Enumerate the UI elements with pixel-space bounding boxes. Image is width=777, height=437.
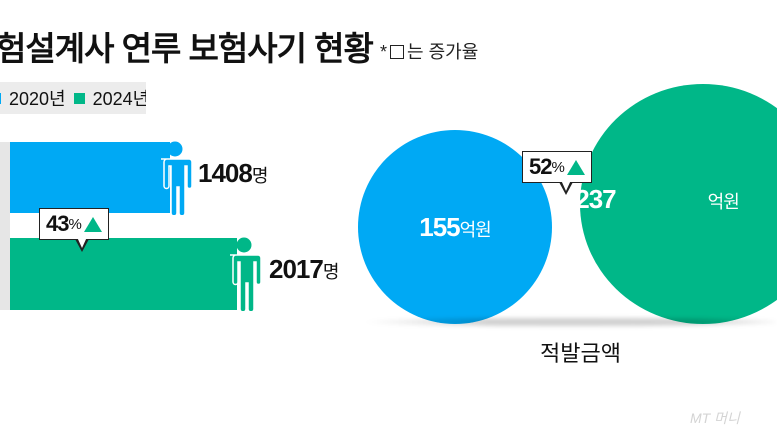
bar-2024 [10,238,237,310]
bar-value-2020: 1408명 [198,158,268,188]
legend-item-2020: 2020년 [0,85,66,111]
person-icon [161,141,193,215]
growth-callout-people: 43% [39,208,109,252]
legend: 2020년 2024년 [0,82,146,114]
up-triangle-icon [566,159,585,175]
bubble-shadow [362,318,777,326]
legend-item-2024: 2024년 [73,85,146,111]
chart-title: 험설계사 연루 보험사기 현황 [0,30,374,67]
watermark-logo: MT 머니 [690,410,740,426]
callout-pointer [75,237,89,252]
legend-swatch-icon [0,92,1,104]
bubble-2024: 237 억원 [575,84,777,324]
callout-pointer [559,180,573,195]
legend-box-icon [390,45,405,59]
bubble-2020: 155억원 [358,130,552,324]
amount-label: 적발금액 [540,341,621,366]
bar-2020 [10,142,170,213]
title-note: * 는 증가율 [380,42,479,62]
growth-callout-amount: 52% [522,151,592,195]
person-icon [230,237,262,311]
bar-value-2024: 2017명 [269,254,339,284]
bar-baseline [0,142,10,310]
legend-swatch-icon [73,92,85,104]
up-triangle-icon [83,216,102,232]
